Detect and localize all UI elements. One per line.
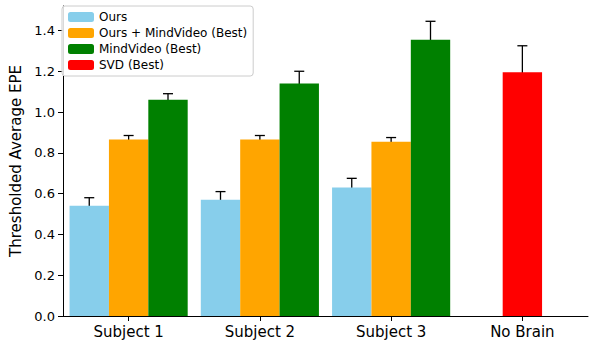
svg-text:1.4: 1.4 — [34, 23, 55, 38]
svg-text:MindVideo (Best): MindVideo (Best) — [99, 42, 201, 56]
svg-text:Ours: Ours — [99, 10, 127, 24]
svg-text:1.0: 1.0 — [34, 105, 55, 120]
svg-text:0.0: 0.0 — [34, 309, 55, 324]
svg-text:0.2: 0.2 — [34, 268, 55, 283]
svg-text:0.4: 0.4 — [34, 227, 55, 242]
svg-text:SVD (Best): SVD (Best) — [99, 58, 164, 72]
svg-text:1.2: 1.2 — [34, 64, 55, 79]
svg-text:Subject 1: Subject 1 — [93, 323, 163, 341]
svg-text:Subject 3: Subject 3 — [356, 323, 426, 341]
svg-text:0.8: 0.8 — [34, 145, 55, 160]
svg-text:0.6: 0.6 — [34, 186, 55, 201]
svg-text:Ours + MindVideo (Best): Ours + MindVideo (Best) — [99, 26, 247, 40]
svg-text:No Brain: No Brain — [490, 323, 555, 341]
svg-text:Subject 2: Subject 2 — [225, 323, 295, 341]
svg-text:Thresholded Average EPE: Thresholded Average EPE — [7, 65, 25, 258]
